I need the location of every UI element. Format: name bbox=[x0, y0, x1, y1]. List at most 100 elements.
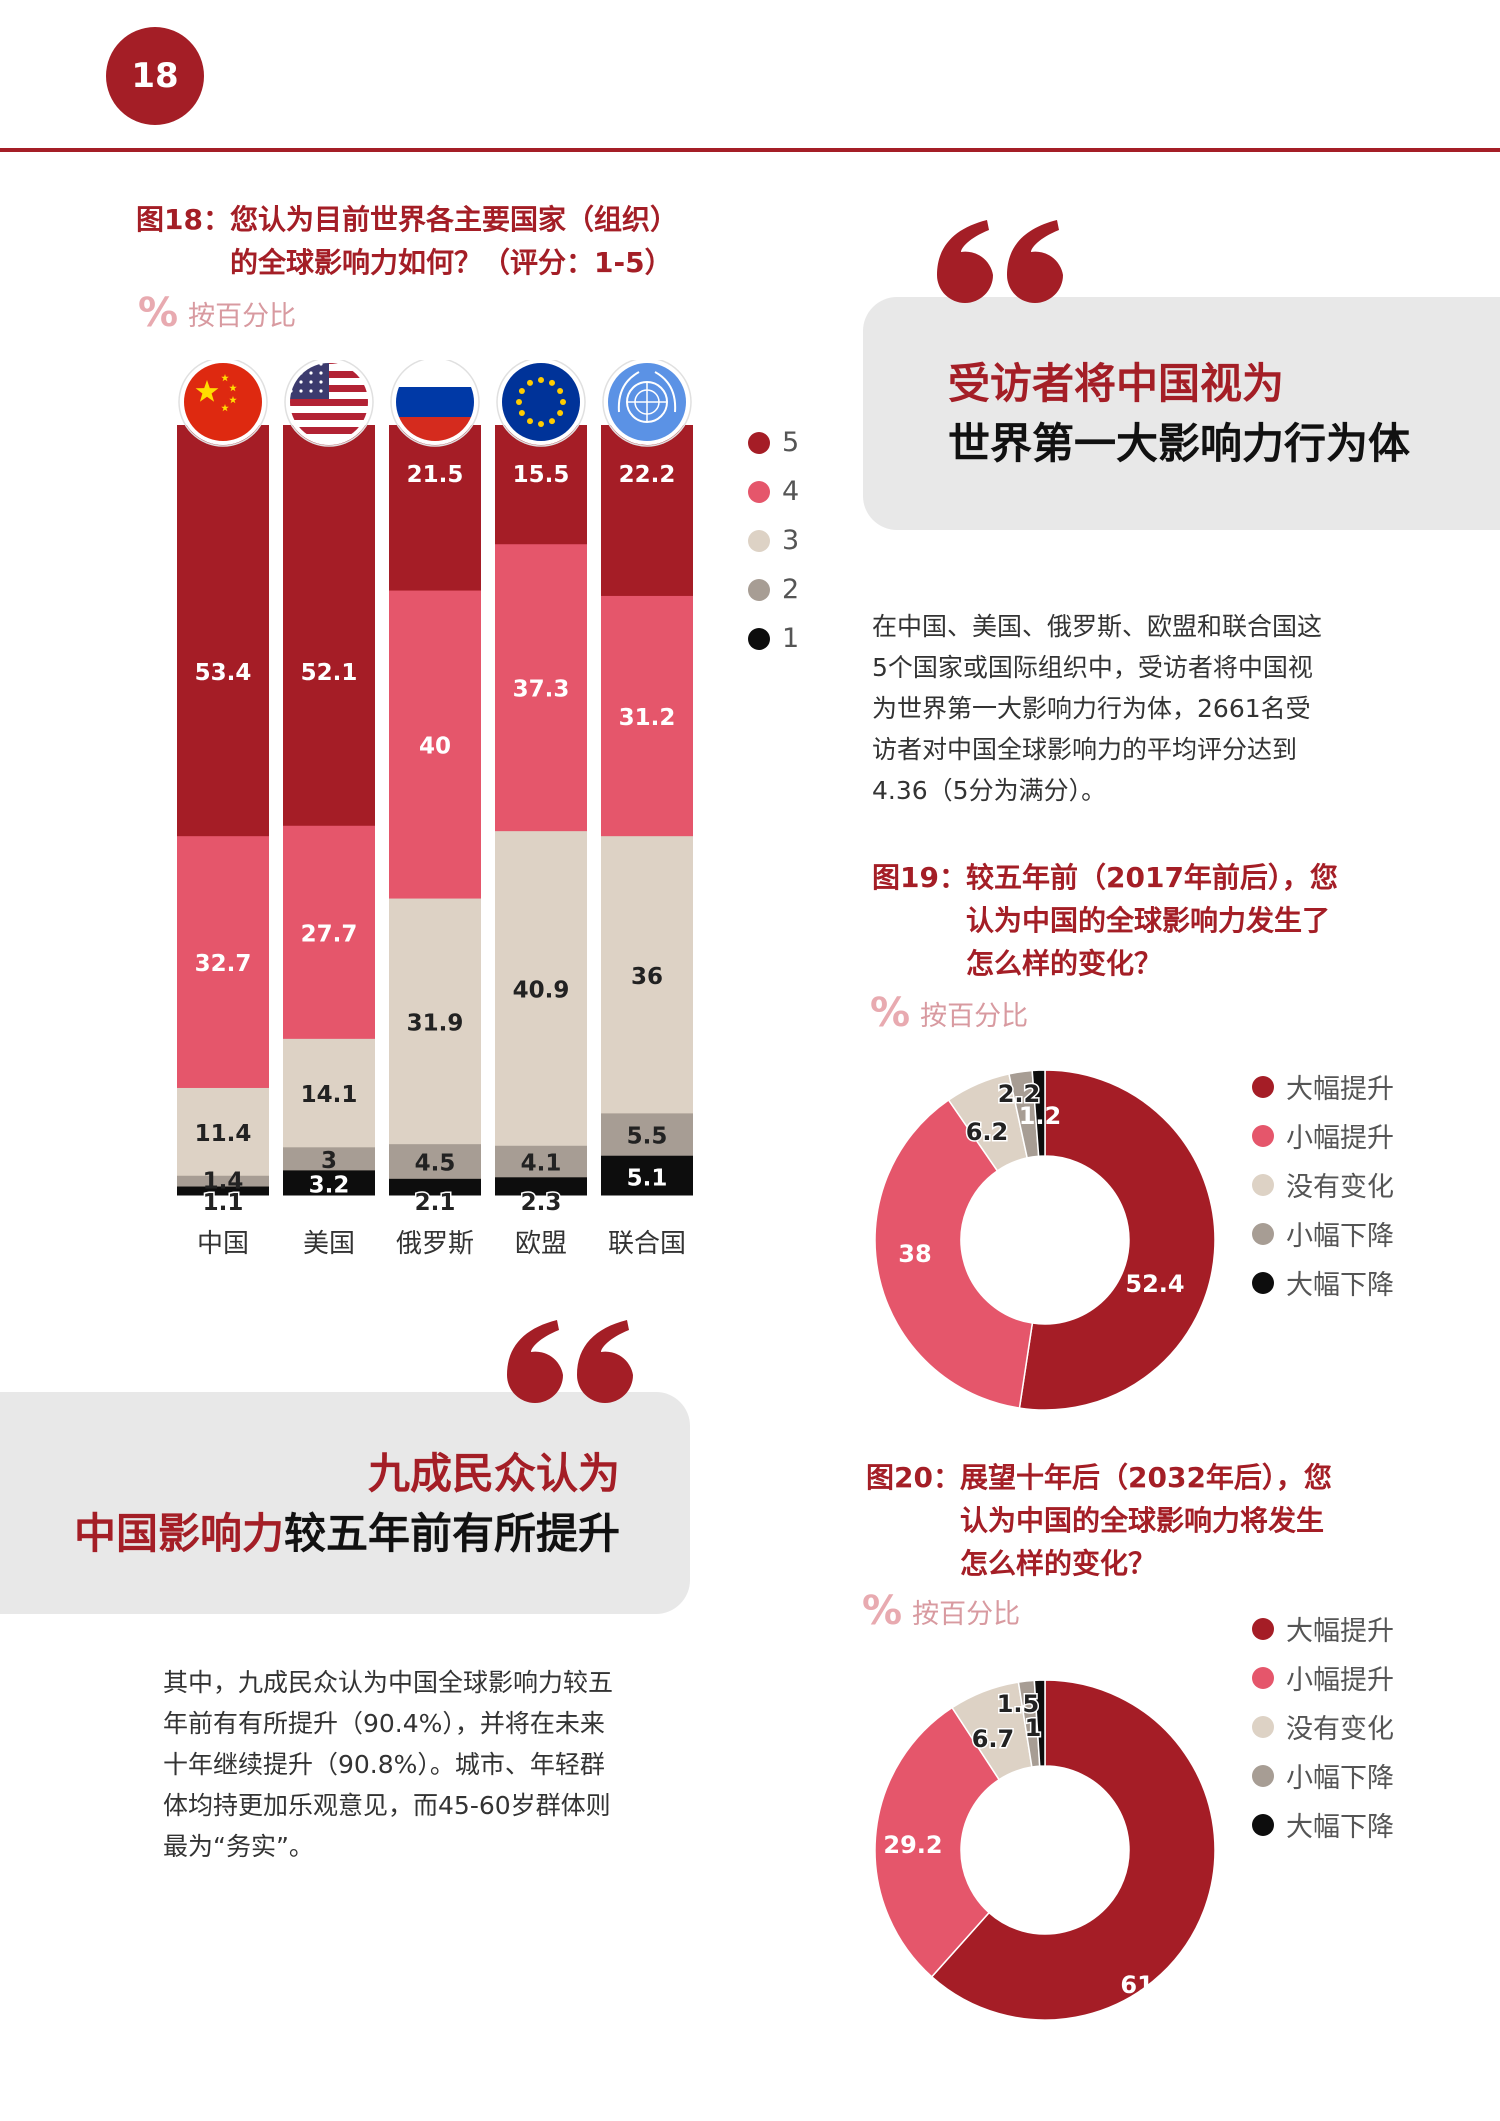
bar-group: 22.2 31.2 36 5.5 5.1 bbox=[601, 425, 693, 1196]
bar-value-label: 52.1 bbox=[301, 660, 358, 686]
bar-segment-5 bbox=[601, 425, 693, 597]
category-label: 联合国 bbox=[608, 1229, 686, 1259]
legend-item-3: 3 bbox=[748, 516, 799, 565]
quote2-line1: 九成民众认为 bbox=[367, 1449, 620, 1498]
fig20-legend: 大幅提升 小幅提升 没有变化 小幅下降 大幅下降 bbox=[1252, 1604, 1394, 1849]
bar-value-label: 31.9 bbox=[407, 1010, 464, 1036]
fig19-title: 图19： 较五年前（2017年前后），您 认为中国的全球影响力发生了 怎么样的变… bbox=[872, 856, 1432, 985]
body2-line: 最为“务实”。 bbox=[163, 1832, 314, 1861]
category-label: 俄罗斯 bbox=[396, 1229, 474, 1259]
legend-item-small-increase: 小幅提升 bbox=[1252, 1653, 1394, 1702]
flag-icon-un bbox=[602, 360, 692, 447]
legend-item-no-change: 没有变化 bbox=[1252, 1702, 1394, 1751]
legend-swatch bbox=[1252, 1764, 1274, 1787]
fig18-unit: % 按百分比 bbox=[138, 290, 296, 336]
bar-segment-1 bbox=[177, 1186, 269, 1196]
donut-value-label: 61.6 bbox=[1120, 1971, 1179, 1999]
fig19-title-line3: 怎么样的变化？ bbox=[966, 947, 1163, 980]
bar-value-label: 4.1 bbox=[521, 1151, 562, 1177]
quote-card-top bbox=[863, 297, 1500, 530]
body-paragraph-1: 在中国、美国、俄罗斯、欧盟和联合国这 5个国家或国际组织中，受访者将中国视 为世… bbox=[872, 606, 1322, 811]
quote1-line1: 受访者将中国视为 bbox=[948, 359, 1285, 408]
legend-swatch bbox=[1252, 1666, 1274, 1689]
donut-slice bbox=[874, 1706, 1001, 1978]
quote2-line2-highlight: 中国影响力 bbox=[73, 1509, 284, 1558]
bar-value-label: 2.3 bbox=[521, 1190, 562, 1216]
bar-segment-5 bbox=[283, 425, 375, 827]
bar-value-label: 5.5 bbox=[627, 1124, 668, 1150]
bar-value-label: 36 bbox=[631, 964, 663, 990]
category-label: 欧盟 bbox=[515, 1229, 567, 1259]
body1-line: 访者对中国全球影响力的平均评分达到 bbox=[872, 735, 1298, 764]
bar-value-label: 2.1 bbox=[415, 1190, 456, 1216]
legend-label: 没有变化 bbox=[1286, 1714, 1394, 1745]
bar-segment-5 bbox=[177, 425, 269, 837]
bar-value-label: 40 bbox=[419, 734, 451, 760]
bar-segment-3 bbox=[495, 831, 587, 1147]
legend-item-large-decrease: 大幅下降 bbox=[1252, 1800, 1394, 1849]
fig20-title: 图20： 展望十年后（2032年后），您 认为中国的全球影响力将发生 怎么样的变… bbox=[866, 1456, 1426, 1585]
legend-label: 没有变化 bbox=[1286, 1172, 1394, 1203]
legend-item-5: 5 bbox=[748, 418, 799, 467]
bar-group: 21.5 40 31.9 4.5 2.1 bbox=[389, 425, 481, 1218]
legend-item-small-increase: 小幅提升 bbox=[1252, 1111, 1394, 1160]
donut-slice bbox=[1031, 1069, 1046, 1158]
quote-mark-icon bbox=[937, 220, 1063, 303]
bar-segment-2 bbox=[389, 1144, 481, 1180]
legend-item-4: 4 bbox=[748, 467, 799, 516]
bar-value-label: 1.1 bbox=[203, 1190, 244, 1216]
legend-label: 大幅下降 bbox=[1286, 1812, 1394, 1843]
legend-swatch bbox=[1252, 1173, 1274, 1196]
body1-line: 在中国、美国、俄罗斯、欧盟和联合国这 bbox=[872, 612, 1323, 641]
fig20-title-line1: 展望十年后（2032年后），您 bbox=[960, 1461, 1332, 1494]
bar-value-label: 4.5 bbox=[415, 1151, 456, 1177]
fig19-title-line1: 较五年前（2017年前后），您 bbox=[966, 861, 1338, 894]
donut-slice bbox=[930, 1679, 1216, 2021]
legend-item-no-change: 没有变化 bbox=[1252, 1160, 1394, 1209]
legend-label: 5 bbox=[782, 427, 800, 458]
legend-swatch bbox=[1252, 1271, 1274, 1294]
quote2-line2-rest: 较五年前有所提升 bbox=[283, 1509, 620, 1558]
fig19-legend: 大幅提升 小幅提升 没有变化 小幅下降 大幅下降 bbox=[1252, 1062, 1394, 1307]
legend-label: 4 bbox=[782, 476, 800, 507]
bar-value-label: 32.7 bbox=[195, 951, 252, 977]
fig18-title-line1: 您认为目前世界各主要国家（组织） bbox=[230, 203, 679, 236]
bar-segment-4 bbox=[601, 595, 693, 837]
legend-label: 大幅提升 bbox=[1286, 1074, 1394, 1105]
legend-label: 小幅提升 bbox=[1286, 1665, 1394, 1696]
legend-label: 2 bbox=[782, 574, 800, 605]
fig19-unit-label: 按百分比 bbox=[920, 1000, 1029, 1032]
bar-segment-5 bbox=[389, 425, 481, 592]
quote1-text: 受访者将中国视为 世界第一大影响力行为体 bbox=[948, 354, 1410, 474]
legend-swatch bbox=[748, 529, 770, 552]
body2-line: 年前有有所提升（90.4%），并将在未来 bbox=[163, 1709, 605, 1738]
donut-slice bbox=[874, 1098, 1034, 1409]
page-number: 18 bbox=[106, 27, 204, 125]
quote2-text: 九成民众认为 中国影响力较五年前有所提升 bbox=[65, 1444, 620, 1564]
bar-value-label: 14.1 bbox=[301, 1082, 358, 1108]
bar-value-label: 5.1 bbox=[627, 1165, 668, 1191]
legend-item-2: 2 bbox=[748, 565, 799, 614]
body2-line: 其中，九成民众认为中国全球影响力较五 bbox=[163, 1668, 614, 1697]
fig20-title-num: 图20： bbox=[866, 1461, 961, 1494]
flag-icon-us bbox=[284, 360, 374, 447]
fig18-unit-label: 按百分比 bbox=[188, 300, 297, 332]
fig19-donut-chart: 52.4 38 6.2 2.21.2 bbox=[874, 1069, 1216, 1411]
bar-value-label: 31.2 bbox=[619, 705, 676, 731]
donut-value-label: 2.2 bbox=[998, 1080, 1041, 1108]
fig19-title-num: 图19： bbox=[872, 861, 967, 894]
fig20-unit-label: 按百分比 bbox=[912, 1598, 1021, 1630]
legend-swatch bbox=[1252, 1813, 1274, 1836]
fig20-unit: % 按百分比 bbox=[862, 1588, 1020, 1634]
legend-swatch bbox=[1252, 1222, 1274, 1245]
percent-icon: % bbox=[138, 290, 179, 336]
legend-swatch bbox=[1252, 1075, 1274, 1098]
bar-value-label: 3.2 bbox=[309, 1173, 350, 1199]
category-label: 中国 bbox=[197, 1229, 249, 1259]
bar-segment-3 bbox=[601, 836, 693, 1114]
legend-swatch bbox=[748, 480, 770, 503]
flag-icon-cn bbox=[178, 360, 268, 447]
legend-label: 大幅提升 bbox=[1286, 1616, 1394, 1647]
bar-value-label: 3 bbox=[321, 1148, 337, 1174]
legend-swatch bbox=[1252, 1715, 1274, 1738]
